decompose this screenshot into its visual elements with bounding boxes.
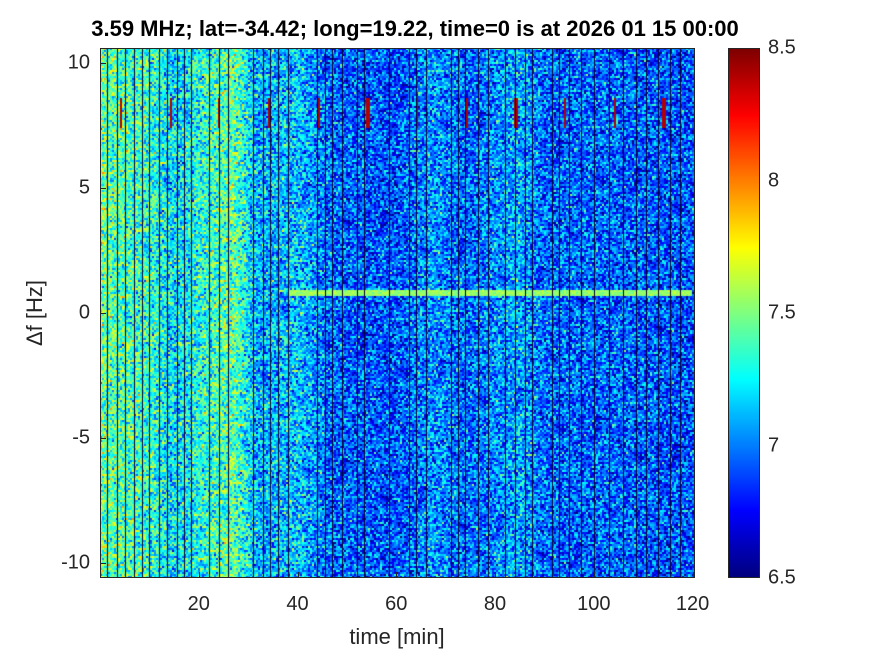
colorbar-tick-label: 8 — [768, 169, 780, 191]
y-tick-label: 0 — [78, 301, 90, 324]
colorbar — [728, 48, 760, 578]
y-tick-label: -10 — [61, 551, 90, 574]
colorbar-tick-label: 6.5 — [768, 566, 796, 589]
x-tick-mark — [198, 572, 200, 578]
x-tick-mark — [297, 572, 299, 578]
plot-axes-frame — [100, 48, 695, 578]
x-axis-label: time [min] — [349, 624, 445, 649]
x-tick-label: 80 — [483, 593, 507, 615]
y-tick-mark — [100, 63, 106, 64]
x-tick-label: 100 — [577, 593, 611, 615]
x-tick-label: 20 — [187, 593, 210, 615]
colorbar-tick-label: 8.5 — [768, 36, 796, 59]
spectrogram-heatmap — [100, 48, 695, 578]
x-tick-label: 40 — [286, 593, 309, 615]
x-tick-mark — [593, 572, 595, 578]
y-tick-label: 5 — [78, 176, 90, 199]
y-tick-label: 10 — [67, 51, 90, 74]
y-tick-mark — [100, 313, 106, 314]
y-tick-mark — [100, 438, 106, 439]
y-tick-mark — [100, 563, 106, 564]
x-tick-label: 60 — [385, 593, 408, 615]
y-axis-label: Δf [Hz] — [22, 279, 47, 347]
colorbar-tick-label: 7 — [768, 434, 780, 456]
x-tick-mark — [692, 572, 694, 578]
colorbar-tick-label: 7.5 — [768, 301, 796, 324]
x-tick-mark — [396, 572, 398, 578]
y-tick-label: -5 — [72, 426, 90, 449]
y-tick-mark — [100, 188, 106, 189]
x-tick-label: 120 — [675, 593, 710, 615]
x-tick-mark — [495, 572, 497, 578]
chart-title: 3.59 MHz; lat=-34.42; long=19.22, time=0… — [91, 16, 739, 41]
